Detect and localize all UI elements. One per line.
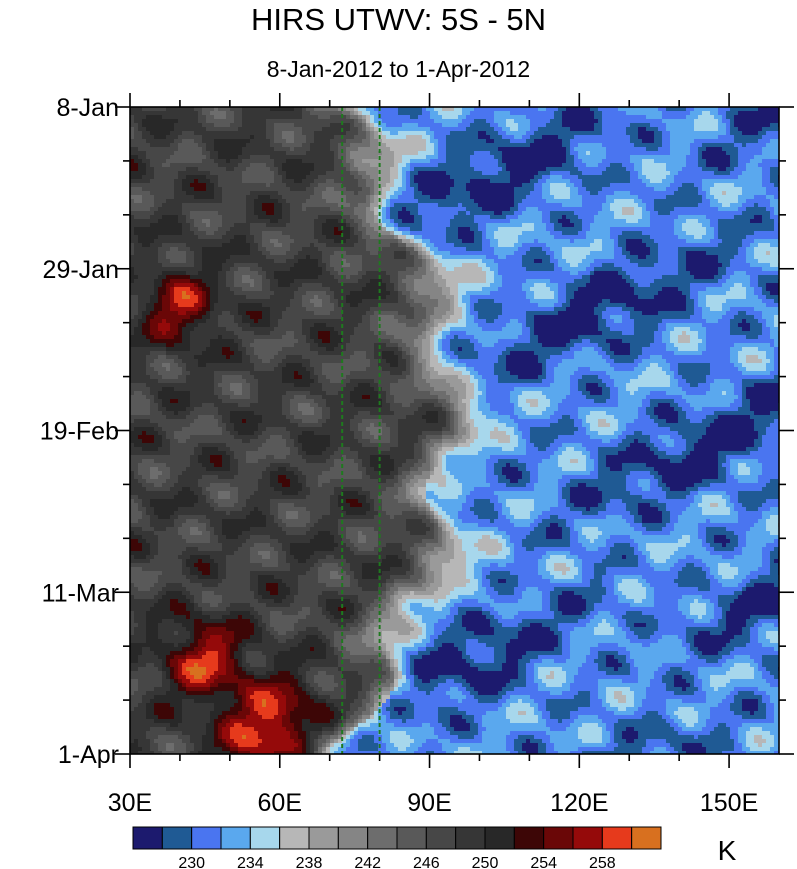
colorbar-tick-label: 258 <box>589 855 616 869</box>
colorbar-swatch <box>368 827 397 849</box>
colorbar-swatch <box>309 827 338 849</box>
colorbar-tick-label: 238 <box>296 855 323 869</box>
colorbar-swatch <box>602 827 631 849</box>
colorbar: 230 234 238 242 246 250 254 258 <box>133 827 661 869</box>
x-tick-label: 120E <box>550 789 608 817</box>
colorbar-swatch <box>573 827 602 849</box>
x-tick-label: 90E <box>407 789 451 817</box>
colorbar-swatch <box>221 827 250 849</box>
colorbar-swatch <box>514 827 543 849</box>
colorbar-swatch <box>250 827 279 849</box>
colorbar-swatch <box>133 827 162 849</box>
y-tick-label: 1-Apr <box>58 741 119 769</box>
heatmap-field <box>130 107 783 756</box>
x-tick-label: 60E <box>258 789 302 817</box>
x-tick-label: 150E <box>700 789 758 817</box>
colorbar-swatch <box>280 827 309 849</box>
y-tick-label: 8-Jan <box>56 94 119 122</box>
colorbar-swatch <box>426 827 455 849</box>
colorbar-swatch <box>544 827 573 849</box>
x-tick-label: 30E <box>108 789 152 817</box>
colorbar-tick-label: 250 <box>472 855 499 869</box>
colorbar-swatch <box>338 827 367 849</box>
colorbar-swatch <box>397 827 426 849</box>
colorbar-swatch <box>192 827 221 849</box>
colorbar-swatch <box>485 827 514 849</box>
colorbar-tick-label: 242 <box>354 855 381 869</box>
colorbar-unit-label: K <box>718 835 737 866</box>
colorbar-tick-label: 234 <box>237 855 264 869</box>
colorbar-tick-label: 246 <box>413 855 440 869</box>
colorbar-swatch <box>456 827 485 849</box>
y-tick-label: 19-Feb <box>40 418 119 446</box>
colorbar-swatch <box>162 827 191 849</box>
y-tick-label: 29-Jan <box>43 256 119 284</box>
colorbar-tick-label: 230 <box>178 855 205 869</box>
y-tick-label: 11-Mar <box>42 579 119 607</box>
colorbar-swatch <box>632 827 661 849</box>
colorbar-tick-label: 254 <box>530 855 557 869</box>
